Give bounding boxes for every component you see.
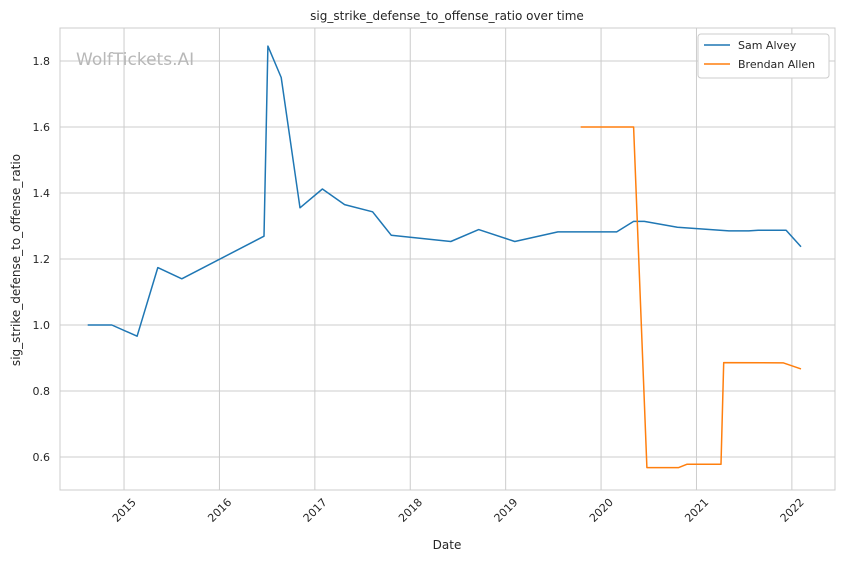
y-tick-label: 1.2	[33, 253, 51, 266]
x-axis-ticks: 2015 2016 2017 2018 2019 2020 2021 2022	[110, 496, 807, 525]
y-tick-label: 1.6	[33, 121, 51, 134]
y-tick-label: 1.8	[33, 55, 51, 68]
x-tick-label: 2020	[587, 496, 616, 525]
series-line-sam-alvey	[87, 45, 802, 337]
chart-title: sig_strike_defense_to_offense_ratio over…	[310, 9, 584, 23]
x-tick-label: 2022	[778, 496, 807, 525]
plot-frame	[59, 27, 836, 491]
series-lines	[87, 45, 802, 469]
grid	[60, 28, 835, 490]
y-axis-title: sig_strike_defense_to_offense_ratio	[9, 154, 23, 366]
x-tick-label: 2015	[110, 496, 139, 525]
y-tick-label: 0.6	[33, 451, 51, 464]
legend: Sam Alvey Brendan Allen	[697, 33, 830, 79]
legend-label-brendan-allen: Brendan Allen	[738, 58, 815, 71]
y-axis-ticks: 0.6 0.8 1.0 1.2 1.4 1.6 1.8	[33, 55, 51, 464]
x-tick-label: 2017	[301, 496, 330, 525]
watermark: WolfTickets.AI	[76, 50, 194, 70]
x-tick-label: 2021	[682, 496, 711, 525]
x-tick-label: 2018	[396, 496, 425, 525]
series-line-brendan-allen	[580, 126, 802, 469]
legend-box	[697, 33, 830, 79]
x-tick-label: 2016	[205, 496, 234, 525]
x-axis-title: Date	[433, 538, 462, 552]
x-tick-label: 2019	[492, 496, 521, 525]
y-tick-label: 0.8	[33, 385, 51, 398]
y-tick-label: 1.4	[33, 187, 51, 200]
legend-label-sam-alvey: Sam Alvey	[738, 39, 797, 52]
y-tick-label: 1.0	[33, 319, 51, 332]
